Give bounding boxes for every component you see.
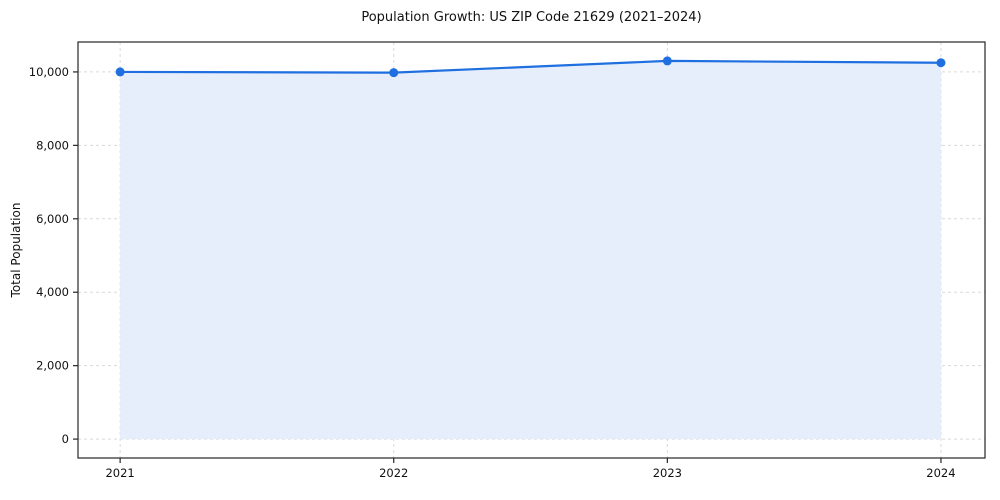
data-point <box>115 67 125 77</box>
y-tick-label: 8,000 <box>36 138 69 152</box>
data-point <box>936 58 946 68</box>
axes-border <box>77 41 986 459</box>
y-tick-label: 4,000 <box>36 285 69 299</box>
y-tick-label: 6,000 <box>36 212 69 226</box>
x-tick-label: 2024 <box>926 466 955 480</box>
y-tick-label: 0 <box>62 432 69 446</box>
series-line <box>119 59 943 74</box>
data-point <box>662 56 672 66</box>
y-tick-label: 10,000 <box>29 65 69 79</box>
y-tick-label: 2,000 <box>36 359 69 373</box>
data-point <box>389 68 399 78</box>
chart-title: Population Growth: US ZIP Code 21629 (20… <box>361 10 702 25</box>
series-area-fill <box>120 60 941 440</box>
x-tick-label: 2022 <box>379 466 408 480</box>
x-tick-label: 2021 <box>105 466 134 480</box>
x-tick-label: 2023 <box>653 466 682 480</box>
